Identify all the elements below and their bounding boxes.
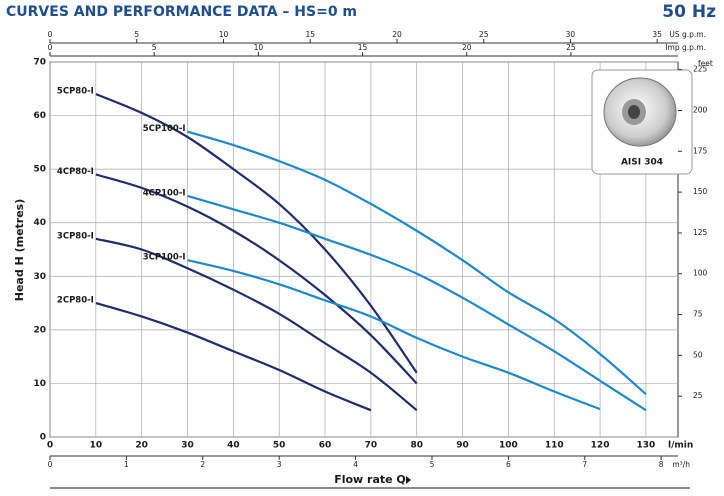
y2-tick-label: 75: [693, 310, 703, 319]
series-label: 3CP100-I: [143, 253, 186, 263]
axis-tick-label: 0: [48, 30, 53, 39]
curve: [95, 93, 418, 374]
axis-tick-label: 5: [134, 30, 139, 39]
series-label: 5CP80-I: [57, 87, 94, 97]
inset-label: AISI 304: [621, 158, 663, 168]
axis-tick-label: 15: [358, 43, 368, 52]
axis-tick-label: 20: [392, 30, 402, 39]
curve: [95, 237, 418, 412]
y-tick-label: 20: [33, 325, 46, 335]
y-tick-label: 40: [33, 218, 46, 228]
curve: [187, 194, 647, 412]
x-tick-label: 0: [47, 441, 53, 451]
axis-tick-label: 2: [200, 460, 205, 469]
axis-tick-label: 10: [254, 43, 264, 52]
y-tick-label: 30: [33, 272, 46, 282]
y-tick-label: 0: [40, 433, 46, 443]
x-tick-label: 110: [545, 441, 564, 451]
y2-unit: feet: [698, 59, 713, 68]
axis-tick-label: 15: [305, 30, 315, 39]
series-label: 2CP80-I: [57, 296, 94, 306]
y2-tick-label: 125: [693, 228, 708, 237]
y2-tick-label: 25: [693, 391, 703, 400]
x-tick-label: 80: [410, 441, 423, 451]
x-unit: l/min: [668, 441, 693, 451]
x-tick-label: 100: [499, 441, 518, 451]
x-tick-label: 70: [365, 441, 378, 451]
y-tick-label: 10: [33, 379, 46, 389]
x-tick-label: 10: [90, 441, 103, 451]
axis-tick-label: 30: [566, 30, 576, 39]
series-label: 5CP100-I: [143, 124, 186, 134]
x-tick-label: 130: [637, 441, 656, 451]
axis-tick-label: 25: [566, 43, 576, 52]
series-label: 3CP80-I: [57, 231, 94, 241]
x-tick-label: 30: [181, 441, 194, 451]
y-tick-label: 50: [33, 165, 46, 175]
chart-title: CURVES AND PERFORMANCE DATA – HS=0 m: [6, 4, 357, 20]
x-tick-label: 40: [227, 441, 240, 451]
y-axis-label: Head H (metres): [13, 199, 26, 302]
axis-tick-label: 35: [652, 30, 662, 39]
axis-unit: US g.p.m.: [669, 30, 706, 39]
y2-tick-label: 175: [693, 146, 708, 155]
y2-tick-label: 100: [693, 269, 708, 278]
x-tick-label: 50: [273, 441, 286, 451]
axis-tick-label: 10: [219, 30, 229, 39]
series-label: 4CP80-I: [57, 167, 94, 177]
x-tick-label: 60: [319, 441, 332, 451]
curve: [187, 130, 647, 395]
y-tick-label: 70: [33, 58, 46, 68]
y2-tick-label: 50: [693, 350, 703, 359]
axis-tick-label: 4: [353, 460, 358, 469]
axis-tick-label: 25: [479, 30, 489, 39]
series-label: 4CP100-I: [143, 188, 186, 198]
x-tick-label: 90: [456, 441, 469, 451]
axis-tick-label: 0: [48, 460, 53, 469]
arrow: [406, 476, 411, 484]
curve: [187, 259, 601, 411]
x-axis-label: Flow rate Q: [334, 473, 406, 486]
axis-tick-label: 5: [430, 460, 435, 469]
frequency: 50 Hz: [662, 2, 716, 22]
y2-tick-label: 225: [693, 65, 708, 74]
curve: [95, 302, 372, 412]
axis-unit: Imp g.p.m.: [665, 43, 706, 52]
axis-tick-label: 3: [277, 460, 282, 469]
inset-image: [591, 69, 693, 175]
y2-tick-label: 200: [693, 105, 708, 114]
axis-tick-label: 6: [506, 460, 511, 469]
y-tick-label: 60: [33, 111, 46, 121]
axis-tick-label: 0: [48, 43, 53, 52]
axis-unit: m³/h: [672, 460, 690, 469]
axis-tick-label: 1: [124, 460, 129, 469]
plot-area: [49, 61, 679, 438]
axis-tick-label: 5: [152, 43, 157, 52]
curve: [95, 173, 418, 385]
x-tick-label: 120: [591, 441, 610, 451]
axis-tick-label: 7: [582, 460, 587, 469]
x-tick-label: 20: [135, 441, 148, 451]
axis-tick-label: 8: [659, 460, 664, 469]
y2-tick-label: 150: [693, 187, 708, 196]
axis-tick-label: 20: [462, 43, 472, 52]
